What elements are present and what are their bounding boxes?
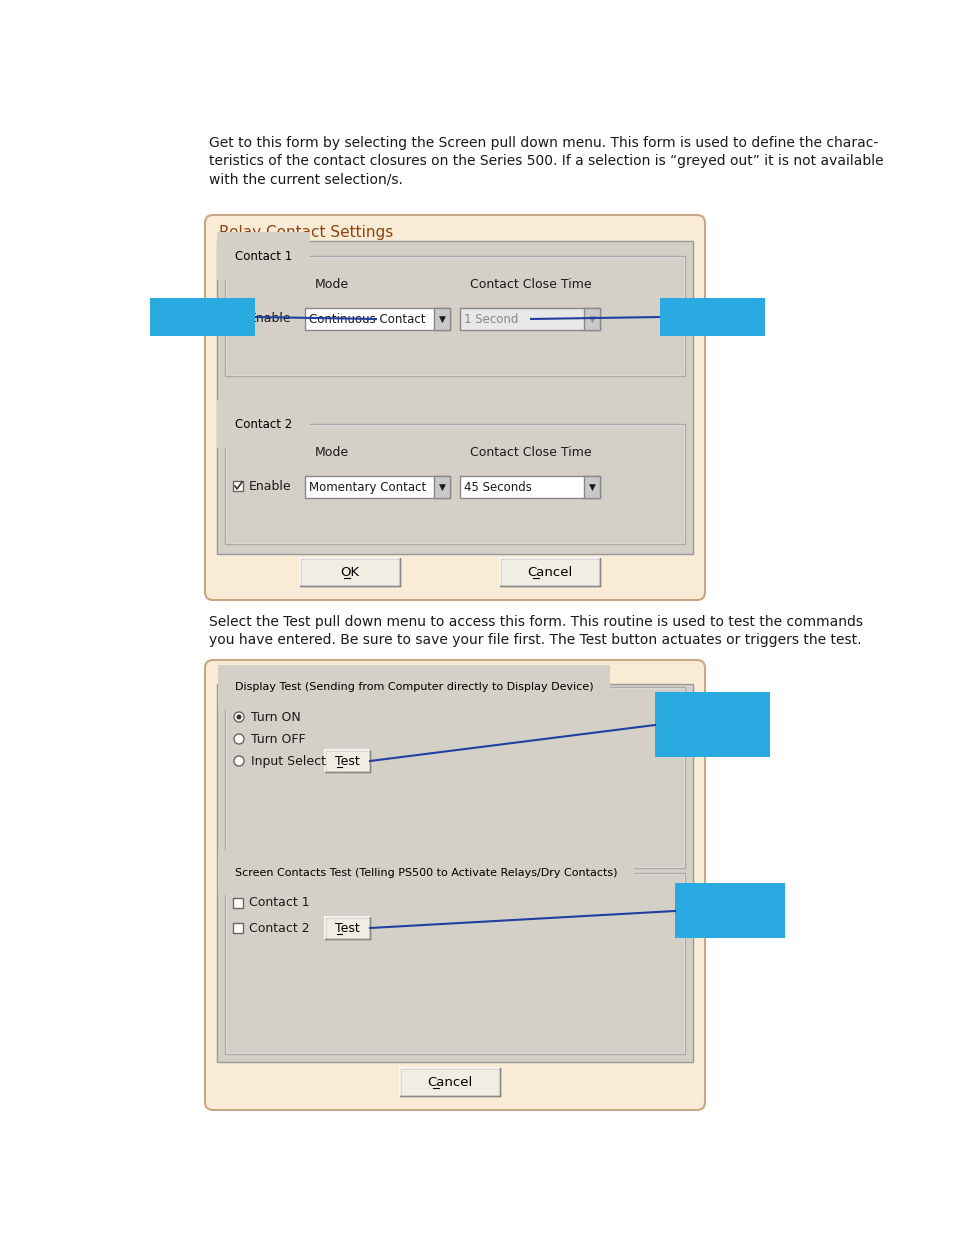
Bar — [459, 308, 599, 330]
Text: Display Test: Display Test — [219, 669, 310, 684]
Bar — [325, 918, 370, 939]
Bar — [225, 424, 684, 543]
Bar — [305, 475, 450, 498]
Bar — [434, 475, 450, 498]
Circle shape — [233, 713, 244, 722]
Text: 1 Second: 1 Second — [463, 312, 517, 326]
Bar — [434, 308, 450, 330]
Text: Mode: Mode — [314, 446, 349, 458]
Text: Continuous Contact: Continuous Contact — [309, 312, 425, 326]
Bar — [655, 692, 769, 757]
Bar — [233, 480, 243, 492]
Bar — [499, 558, 599, 585]
Text: Select the Test pull down menu to access this form. This routine is used to test: Select the Test pull down menu to access… — [209, 615, 862, 629]
FancyBboxPatch shape — [205, 659, 704, 1110]
Text: Enable: Enable — [249, 479, 292, 493]
Bar — [325, 750, 370, 772]
Bar — [583, 308, 599, 330]
Text: Contact 1: Contact 1 — [249, 897, 310, 909]
Text: ▼: ▼ — [438, 483, 445, 492]
Text: Get to this form by selecting the Screen pull down menu. This form is used to de: Get to this form by selecting the Screen… — [209, 136, 878, 149]
Text: 45 Seconds: 45 Seconds — [463, 480, 532, 494]
Text: Test: Test — [335, 755, 359, 767]
Text: ▼: ▼ — [438, 315, 445, 324]
Bar — [226, 425, 683, 543]
Text: Relay Contact Settings: Relay Contact Settings — [219, 225, 393, 240]
Text: teristics of the contact closures on the Series 500. If a selection is “greyed o: teristics of the contact closures on the… — [209, 154, 882, 168]
Bar — [225, 256, 684, 375]
Circle shape — [233, 756, 244, 766]
Bar — [226, 257, 683, 375]
Text: Contact 1: Contact 1 — [234, 249, 292, 263]
Bar — [233, 312, 243, 324]
Text: Display Test (Sending from Computer directly to Display Device): Display Test (Sending from Computer dire… — [234, 682, 593, 692]
Text: you have entered. Be sure to save your file first. The Test button actuates or t: you have entered. Be sure to save your f… — [209, 634, 861, 647]
Bar — [150, 298, 254, 336]
Bar — [233, 923, 243, 932]
Text: Contact Close Time: Contact Close Time — [470, 278, 591, 290]
Text: Contact 2: Contact 2 — [234, 417, 292, 431]
Text: OK: OK — [340, 566, 359, 578]
Text: Turn OFF: Turn OFF — [251, 732, 305, 746]
Text: Contact 2: Contact 2 — [249, 921, 310, 935]
Text: ▼: ▼ — [588, 315, 595, 324]
Bar — [226, 688, 683, 867]
Text: Mode: Mode — [314, 278, 349, 290]
Bar — [459, 475, 599, 498]
Circle shape — [236, 715, 241, 720]
Bar — [225, 873, 684, 1053]
Bar — [399, 1068, 499, 1095]
Bar — [675, 883, 784, 939]
Bar — [216, 684, 692, 1062]
Text: Enable: Enable — [249, 311, 292, 325]
Text: Turn ON: Turn ON — [251, 710, 300, 724]
Text: Contact Close Time: Contact Close Time — [470, 446, 591, 458]
Text: with the current selection/s.: with the current selection/s. — [209, 172, 402, 186]
Circle shape — [233, 734, 244, 743]
FancyBboxPatch shape — [205, 215, 704, 600]
Text: Cancel: Cancel — [427, 1076, 472, 1088]
Text: Screen Contacts Test (Telling PS500 to Activate Relays/Dry Contacts): Screen Contacts Test (Telling PS500 to A… — [234, 868, 617, 878]
Bar — [583, 475, 599, 498]
Bar — [233, 898, 243, 908]
Bar — [659, 298, 764, 336]
Bar — [305, 308, 450, 330]
Bar — [216, 241, 692, 555]
Text: Input Select: Input Select — [251, 755, 326, 767]
Bar — [226, 874, 683, 1053]
Text: Cancel: Cancel — [527, 566, 572, 578]
Text: Test: Test — [335, 921, 359, 935]
Text: Momentary Contact: Momentary Contact — [309, 480, 426, 494]
Bar — [299, 558, 399, 585]
Bar — [225, 687, 684, 868]
Text: ▼: ▼ — [588, 483, 595, 492]
